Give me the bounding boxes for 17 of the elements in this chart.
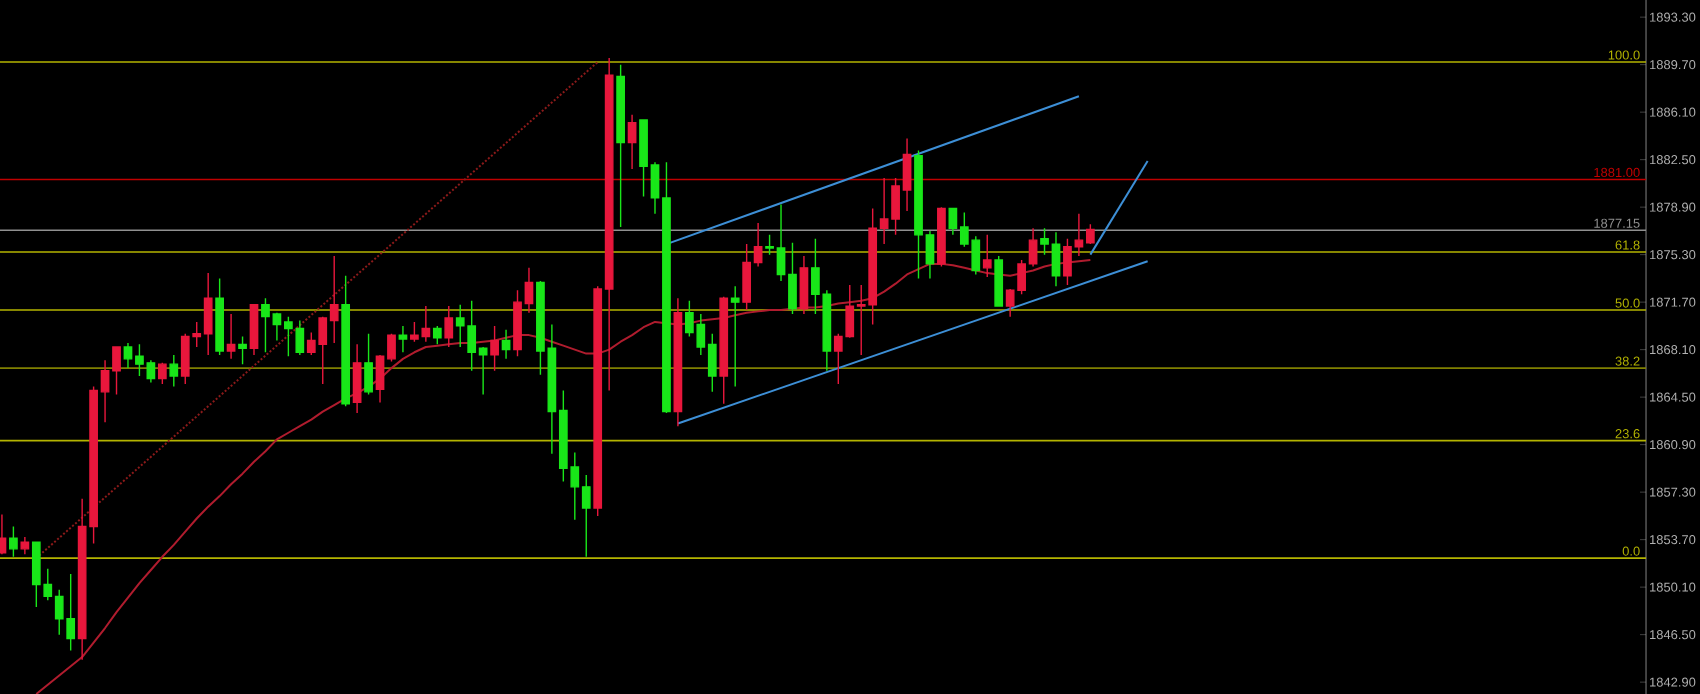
candlestick <box>352 343 362 414</box>
candlestick <box>937 206 946 268</box>
candlestick <box>627 114 637 170</box>
candlestick <box>249 304 259 356</box>
candlestick <box>490 325 499 372</box>
candlestick <box>799 255 809 315</box>
line-series <box>35 258 1092 694</box>
candlestick <box>730 285 740 388</box>
candlestick <box>20 536 30 555</box>
candlestick <box>157 362 167 385</box>
candlestick <box>444 305 454 348</box>
candlestick <box>398 325 408 353</box>
candlestick <box>673 297 683 427</box>
candlestick <box>719 296 729 405</box>
candlestick <box>982 234 992 278</box>
candlestick <box>226 313 236 360</box>
candlestick <box>169 354 179 388</box>
